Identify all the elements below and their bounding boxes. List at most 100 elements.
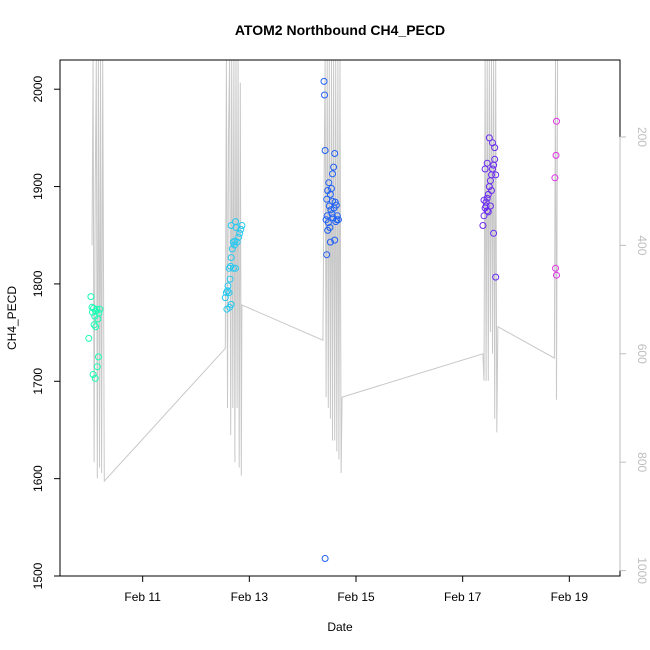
series-5 bbox=[551, 117, 560, 279]
data-point bbox=[328, 185, 335, 192]
data-point bbox=[227, 300, 235, 308]
data-point bbox=[483, 207, 491, 215]
data-point bbox=[553, 271, 560, 279]
data-point bbox=[321, 91, 328, 99]
secondary-tick-label: 800 bbox=[635, 452, 649, 472]
y-tick-label: 2000 bbox=[31, 76, 45, 103]
x-axis: Feb 11 Feb 13 Feb 15 Feb 17 Feb 19 bbox=[124, 575, 589, 604]
series-4 bbox=[479, 134, 500, 281]
data-point bbox=[481, 165, 489, 173]
data-point bbox=[91, 374, 99, 382]
data-point bbox=[552, 151, 560, 159]
data-point bbox=[226, 275, 234, 283]
data-point bbox=[93, 363, 101, 371]
data-point bbox=[232, 264, 239, 272]
data-point bbox=[224, 287, 231, 295]
data-point bbox=[482, 202, 490, 210]
series-3 bbox=[320, 77, 342, 562]
data-point bbox=[94, 353, 102, 361]
data-point bbox=[480, 196, 488, 204]
data-point bbox=[322, 216, 330, 224]
data-point bbox=[331, 150, 339, 157]
data-point bbox=[225, 289, 233, 297]
x-tick-label: Feb 19 bbox=[551, 590, 589, 604]
data-point bbox=[236, 229, 244, 237]
chart-title: ATOM2 Northbound CH4_PECD bbox=[235, 22, 445, 38]
x-tick-label: Feb 17 bbox=[444, 590, 482, 604]
data-point bbox=[227, 254, 235, 262]
data-point bbox=[492, 171, 500, 179]
data-point bbox=[224, 282, 232, 290]
x-tick-label: Feb 11 bbox=[124, 590, 161, 604]
data-point bbox=[329, 197, 336, 205]
data-point bbox=[332, 201, 340, 209]
data-point bbox=[480, 212, 488, 220]
data-point bbox=[329, 170, 336, 178]
data-point bbox=[232, 218, 239, 226]
secondary-tick-label: 1000 bbox=[635, 557, 649, 584]
series-2 bbox=[221, 218, 246, 313]
data-point bbox=[330, 163, 338, 171]
data-point bbox=[326, 238, 334, 246]
data-point bbox=[491, 155, 499, 163]
x-tick-label: Feb 15 bbox=[337, 590, 375, 604]
data-points bbox=[85, 77, 560, 562]
data-point bbox=[325, 179, 333, 187]
data-point bbox=[492, 273, 500, 281]
secondary-tick-label: 400 bbox=[635, 235, 649, 255]
data-point bbox=[237, 225, 245, 233]
data-point bbox=[552, 264, 559, 272]
data-point bbox=[321, 147, 329, 154]
y-tick-label: 1700 bbox=[31, 368, 45, 395]
data-point bbox=[228, 245, 236, 253]
data-point bbox=[95, 309, 103, 317]
data-point bbox=[321, 555, 329, 562]
data-point bbox=[482, 198, 490, 206]
y-tick-label: 1800 bbox=[31, 270, 45, 297]
data-point bbox=[489, 165, 496, 173]
y-axis: 1500 1600 1700 1800 1900 2000 bbox=[31, 76, 61, 589]
data-point bbox=[490, 229, 498, 237]
data-point bbox=[92, 323, 100, 331]
data-point bbox=[230, 241, 238, 249]
pressure-trace-line bbox=[91, 59, 559, 483]
data-point bbox=[89, 371, 97, 378]
data-point bbox=[551, 174, 559, 182]
secondary-tick-label: 200 bbox=[635, 127, 649, 147]
data-point bbox=[90, 321, 98, 329]
data-point bbox=[553, 117, 560, 125]
y-axis-label: CH4_PECD bbox=[5, 286, 19, 350]
data-point bbox=[483, 159, 491, 167]
pressure-trace bbox=[91, 59, 559, 483]
data-point bbox=[88, 303, 96, 311]
data-point bbox=[323, 212, 331, 220]
data-point bbox=[87, 293, 95, 301]
data-point bbox=[221, 294, 229, 302]
data-point bbox=[333, 216, 341, 224]
data-point bbox=[96, 305, 104, 313]
data-point bbox=[485, 134, 493, 142]
data-point bbox=[491, 144, 499, 152]
x-axis-label: Date bbox=[327, 620, 353, 634]
data-point bbox=[484, 190, 492, 198]
data-point bbox=[93, 305, 101, 313]
y-tick-label: 1500 bbox=[31, 562, 45, 589]
secondary-y-axis: 200 400 600 800 1000 bbox=[619, 127, 649, 584]
data-point bbox=[484, 208, 492, 216]
data-point bbox=[235, 233, 243, 241]
y-tick-label: 1600 bbox=[31, 465, 45, 492]
secondary-tick-label: 600 bbox=[635, 344, 649, 364]
data-point bbox=[320, 77, 328, 85]
data-point bbox=[323, 251, 331, 259]
y-tick-label: 1900 bbox=[31, 173, 45, 200]
data-point bbox=[227, 222, 235, 229]
data-point bbox=[488, 187, 495, 194]
data-point bbox=[486, 202, 494, 210]
data-point bbox=[479, 222, 487, 229]
data-point bbox=[324, 226, 332, 234]
data-point bbox=[85, 334, 93, 342]
data-point bbox=[238, 222, 246, 229]
series-1 bbox=[85, 293, 104, 382]
data-point bbox=[229, 264, 237, 272]
